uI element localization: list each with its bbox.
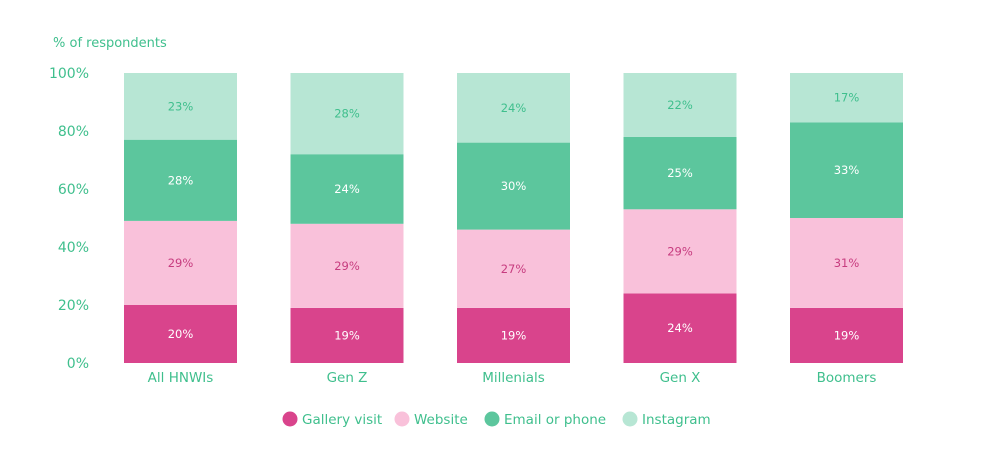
bar-segment <box>124 139 237 221</box>
bar-segment <box>457 73 570 143</box>
y-axis-label: % of respondents <box>53 36 167 51</box>
y-tick-label: 20% <box>58 298 89 314</box>
data-label: 24% <box>667 321 693 335</box>
bar-segment <box>290 307 404 363</box>
legend-label: Gallery visit <box>302 412 382 428</box>
data-label: 28% <box>168 173 194 187</box>
y-tick-label: 80% <box>58 124 89 140</box>
bar-segment <box>790 307 903 363</box>
data-label: 29% <box>334 259 360 273</box>
x-tick-label: All HNWIs <box>148 370 214 386</box>
data-label: 27% <box>501 262 527 276</box>
legend-label: Instagram <box>642 412 711 428</box>
x-axis-labels: All HNWIs Gen Z Millenials Gen X Boomers <box>148 370 877 386</box>
data-label: 30% <box>501 179 527 193</box>
data-label: 33% <box>834 163 860 177</box>
data-label: 25% <box>667 166 693 180</box>
data-label: 24% <box>501 101 527 115</box>
bar-segment <box>790 122 903 218</box>
data-label: 29% <box>667 244 693 258</box>
data-label: 20% <box>168 327 194 341</box>
bar-segment <box>290 154 404 224</box>
bar-segment <box>457 307 570 363</box>
y-axis-ticks: 0% 20% 40% 60% 80% 100% <box>49 66 89 372</box>
data-label: 31% <box>834 256 860 270</box>
legend-swatch <box>394 411 410 427</box>
data-label: 19% <box>834 328 860 342</box>
y-tick-label: 100% <box>49 66 89 82</box>
bar-segment <box>124 220 237 305</box>
data-label: 19% <box>334 328 360 342</box>
legend: Gallery visit Website Email or phone Instag… <box>282 411 711 428</box>
data-label: 17% <box>834 91 860 105</box>
bar-segment <box>457 142 570 230</box>
legend-swatch <box>622 411 638 427</box>
bar-segment <box>790 218 903 308</box>
data-label: 29% <box>168 256 194 270</box>
data-label: 23% <box>168 99 194 113</box>
data-label: 22% <box>667 98 693 112</box>
bar-segment <box>457 229 570 308</box>
bar-segment <box>623 136 737 210</box>
bar-segment <box>623 293 737 363</box>
legend-swatch <box>282 411 298 427</box>
bar-segment <box>290 223 404 308</box>
bar-segment <box>124 73 237 140</box>
legend-swatch <box>484 411 500 427</box>
bar-segment <box>623 209 737 294</box>
x-tick-label: Millenials <box>482 370 545 386</box>
legend-label: Website <box>414 412 468 428</box>
x-tick-label: Gen Z <box>327 370 368 386</box>
bar-segment <box>290 73 404 155</box>
bar-segment <box>124 305 237 363</box>
y-tick-label: 0% <box>67 356 89 372</box>
bars: 20% 29% 28% 23% 19% 29% 24% 28% 19% 27% 30% 24% 24% 2… <box>124 73 903 363</box>
bar-segment <box>790 73 903 123</box>
data-label: 28% <box>334 107 360 121</box>
bar-segment <box>623 73 737 137</box>
x-tick-label: Gen X <box>660 370 701 386</box>
x-tick-label: Boomers <box>817 370 877 386</box>
data-label: 19% <box>501 328 527 342</box>
y-tick-label: 40% <box>58 240 89 256</box>
data-label: 24% <box>334 182 360 196</box>
legend-label: Email or phone <box>504 412 606 428</box>
y-tick-label: 60% <box>58 182 89 198</box>
